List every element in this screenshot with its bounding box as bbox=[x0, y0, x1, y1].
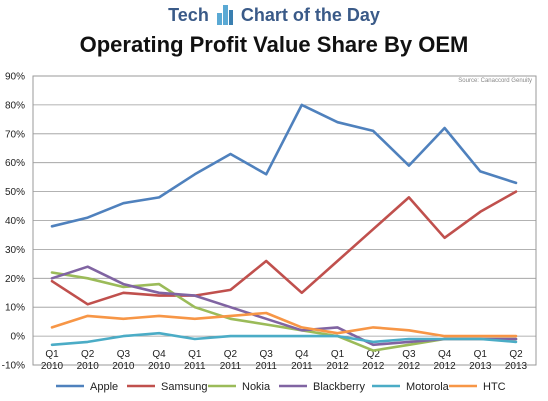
x-tick-quarter: Q1 bbox=[474, 349, 488, 360]
x-tick-year: 2012 bbox=[362, 361, 385, 372]
legend-item-motorola: Motorola bbox=[372, 381, 450, 393]
y-tick-label: 40% bbox=[5, 216, 25, 227]
banner-chart-of-the-day-label: Chart of the Day bbox=[240, 4, 380, 25]
legend-item-apple: Apple bbox=[56, 381, 118, 393]
x-tick-quarter: Q1 bbox=[331, 349, 345, 360]
legend-item-samsung: Samsung bbox=[127, 381, 207, 393]
legend: Apple Samsung Nokia Blackberry Motorola HTC bbox=[56, 381, 506, 393]
legend-label: Motorola bbox=[406, 381, 450, 393]
x-tick-quarter: Q2 bbox=[224, 349, 238, 360]
legend-item-htc: HTC bbox=[449, 381, 506, 393]
x-tick-quarter: Q4 bbox=[152, 349, 166, 360]
y-tick-label: 20% bbox=[5, 274, 25, 285]
x-tick-year: 2010 bbox=[41, 361, 64, 372]
x-tick-year: 2011 bbox=[291, 361, 313, 372]
y-tick-label: 90% bbox=[5, 72, 25, 83]
series-lines bbox=[50, 103, 518, 352]
y-tick-label: 70% bbox=[5, 129, 25, 140]
series-line-motorola bbox=[50, 331, 518, 347]
x-tick-year: 2011 bbox=[184, 361, 206, 372]
x-tick-year: 2013 bbox=[505, 361, 528, 372]
legend-label: HTC bbox=[483, 381, 506, 393]
x-tick-quarter: Q3 bbox=[117, 349, 131, 360]
banner: Tech Chart of the Day bbox=[0, 0, 548, 30]
series-line-apple bbox=[50, 103, 518, 228]
x-tick-year: 2011 bbox=[255, 361, 277, 372]
y-tick-label: 30% bbox=[5, 245, 25, 256]
y-axis-ticks: -10% 0% 10% 20% 30% 40% 50% 60% 70% 80% 90% bbox=[2, 72, 25, 372]
legend-label: Blackberry bbox=[313, 381, 365, 393]
bar-chart-logo-icon bbox=[216, 5, 233, 25]
chart-title: Operating Profit Value Share By OEM bbox=[79, 32, 469, 57]
x-tick-quarter: Q3 bbox=[259, 349, 273, 360]
series-line-samsung bbox=[50, 190, 518, 306]
legend-item-nokia: Nokia bbox=[208, 381, 271, 393]
x-tick-quarter: Q1 bbox=[188, 349, 202, 360]
x-tick-year: 2011 bbox=[220, 361, 242, 372]
legend-label: Apple bbox=[90, 381, 118, 393]
x-tick-year: 2013 bbox=[469, 361, 492, 372]
legend-label: Nokia bbox=[242, 381, 271, 393]
x-tick-quarter: Q3 bbox=[402, 349, 416, 360]
x-tick-year: 2012 bbox=[398, 361, 421, 372]
legend-label: Samsung bbox=[161, 381, 207, 393]
x-tick-quarter: Q2 bbox=[509, 349, 523, 360]
x-axis-ticks: Q12010Q22010Q32010Q42010Q12011Q22011Q320… bbox=[41, 349, 528, 372]
x-tick-quarter: Q4 bbox=[438, 349, 452, 360]
series-line-htc bbox=[50, 311, 518, 338]
y-tick-label: 50% bbox=[5, 187, 25, 198]
y-tick-label: 60% bbox=[5, 158, 25, 169]
y-tick-label: 0% bbox=[11, 332, 26, 343]
legend-item-blackberry: Blackberry bbox=[279, 381, 365, 393]
y-tick-label: 10% bbox=[5, 303, 25, 314]
banner-tech-label: Tech bbox=[168, 4, 209, 25]
x-tick-quarter: Q1 bbox=[45, 349, 59, 360]
source-label: Source: Canaccord Genuity bbox=[458, 78, 532, 84]
y-tick-label: -10% bbox=[2, 361, 25, 372]
x-tick-year: 2012 bbox=[326, 361, 349, 372]
x-tick-year: 2010 bbox=[148, 361, 171, 372]
x-tick-year: 2010 bbox=[112, 361, 135, 372]
x-tick-year: 2010 bbox=[77, 361, 100, 372]
y-tick-label: 80% bbox=[5, 100, 25, 111]
x-tick-quarter: Q4 bbox=[295, 349, 309, 360]
x-tick-year: 2012 bbox=[433, 361, 456, 372]
x-tick-quarter: Q2 bbox=[367, 349, 381, 360]
x-tick-quarter: Q2 bbox=[81, 349, 95, 360]
